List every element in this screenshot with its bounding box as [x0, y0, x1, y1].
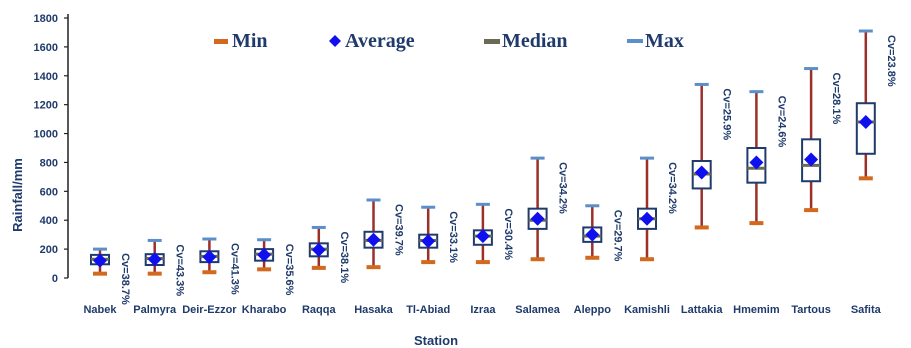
- legend-max-marker: [627, 39, 643, 43]
- y-tick-label: 600: [40, 186, 58, 198]
- min-marker-aleppo: [585, 255, 600, 260]
- average-marker-nabek: [93, 253, 107, 268]
- cv-label-palmyra: Cv=43.3%: [174, 244, 186, 296]
- x-tick-label-palmyra: Palmyra: [133, 304, 177, 316]
- legend-label-average: Average: [345, 30, 415, 52]
- axes-layer: 0 200 400 600 800 1000 1200 1400 1600 1800: [34, 13, 69, 285]
- average-marker-izraa: [475, 229, 490, 244]
- x-tick-label-izraa: Izraa: [470, 304, 496, 316]
- y-tick-label: 0: [52, 273, 58, 285]
- x-tick-label-kharabo: Kharabo: [242, 304, 287, 316]
- y-tick-label: 1400: [34, 71, 58, 83]
- legend-label-min: Min: [232, 30, 268, 52]
- legend-label-max: Max: [645, 30, 684, 52]
- marks-layer: Cv=38.7%Nabek Cv=43.3% Palmyra Cv=41.3% Deir…: [83, 29, 897, 316]
- cv-label-izraa: Cv=30.4%: [502, 208, 514, 260]
- min-marker-kharabo: [257, 267, 272, 272]
- y-tick-label: 1000: [34, 129, 58, 141]
- min-marker-tl-abiad: [421, 260, 436, 265]
- cv-label-hasaka: Cv=39.7%: [393, 204, 405, 256]
- x-tick-label-aleppo: Aleppo: [574, 304, 612, 316]
- min-marker-tartous: [804, 208, 819, 213]
- average-marker-deir-ezzor: [202, 250, 217, 265]
- y-tick-label: 400: [40, 215, 58, 227]
- min-marker-izraa: [475, 260, 490, 265]
- min-marker-salamea: [530, 257, 545, 262]
- cv-label-hmemim: Cv=24.6%: [775, 96, 787, 148]
- average-marker-raqqa: [311, 242, 326, 257]
- x-tick-label-lattakia: Lattakia: [681, 304, 723, 316]
- x-tick-label-deir-ezzor: Deir-Ezzor: [182, 304, 237, 316]
- y-tick-label: 1800: [34, 13, 58, 25]
- x-tick-label-hasaka: Hasaka: [354, 304, 393, 316]
- cv-label-aleppo: Cv=29.7%: [611, 210, 623, 262]
- x-axis-title: Station: [414, 333, 458, 348]
- average-marker-lattakia: [694, 165, 709, 180]
- cv-label-kharabo: Cv=35.6%: [283, 244, 295, 296]
- cv-label-tartous: Cv=28.1%: [830, 73, 842, 125]
- cv-label-salamea: Cv=34.2%: [557, 162, 569, 214]
- cv-label-raqqa: Cv=38.1%: [338, 231, 350, 283]
- min-marker-lattakia: [694, 225, 709, 230]
- min-marker-hasaka: [366, 265, 381, 270]
- min-marker-safita: [858, 176, 873, 181]
- cv-label-safita: Cv=23.8%: [885, 35, 897, 87]
- cv-label-tl-abiad: Cv=33.1%: [447, 211, 459, 263]
- average-marker-tl-abiad: [421, 234, 436, 249]
- y-tick-label: 800: [40, 157, 58, 169]
- legend: Min Average Median Max: [214, 30, 684, 52]
- cv-label-nabek: Cv=38.7%: [119, 253, 131, 305]
- x-tick-label-kamishli: Kamishli: [624, 304, 670, 316]
- y-tick-label: 1200: [34, 100, 58, 112]
- y-tick-label: 1600: [34, 42, 58, 54]
- average-marker-hmemim: [749, 155, 764, 170]
- min-marker-raqqa: [311, 265, 326, 270]
- min-marker-kamishli: [640, 257, 654, 262]
- min-marker-hmemim: [749, 221, 764, 226]
- x-tick-label-hmemim: Hmemim: [733, 304, 780, 316]
- legend-average-marker: [329, 35, 341, 47]
- min-marker-nabek: [93, 271, 107, 276]
- legend-min-marker: [214, 39, 228, 44]
- min-marker-palmyra: [147, 271, 162, 276]
- cv-label-kamishli: Cv=34.2%: [666, 162, 678, 214]
- average-marker-salamea: [530, 211, 545, 226]
- average-marker-aleppo: [585, 227, 600, 242]
- x-tick-label-tl-abiad: Tl-Abiad: [406, 304, 450, 316]
- x-tick-label-nabek: Nabek: [83, 304, 117, 316]
- legend-label-median: Median: [502, 30, 568, 52]
- average-marker-palmyra: [147, 252, 162, 267]
- y-tick-label: 200: [40, 244, 58, 256]
- x-tick-label-safita: Safita: [851, 304, 882, 316]
- cv-label-deir-ezzor: Cv=41.3%: [228, 243, 240, 295]
- min-marker-deir-ezzor: [202, 270, 217, 275]
- x-tick-label-raqqa: Raqqa: [302, 304, 337, 316]
- average-marker-kharabo: [257, 247, 272, 262]
- average-marker-tartous: [804, 152, 819, 167]
- cv-label-lattakia: Cv=25.9%: [721, 88, 733, 140]
- average-marker-kamishli: [640, 211, 654, 226]
- x-tick-label-tartous: Tartous: [791, 304, 831, 316]
- average-marker-safita: [858, 115, 873, 129]
- y-axis-title: Rainfall/mm: [10, 158, 25, 232]
- x-tick-label-salamea: Salamea: [515, 304, 561, 316]
- legend-median-marker: [484, 39, 500, 44]
- average-marker-hasaka: [366, 232, 381, 247]
